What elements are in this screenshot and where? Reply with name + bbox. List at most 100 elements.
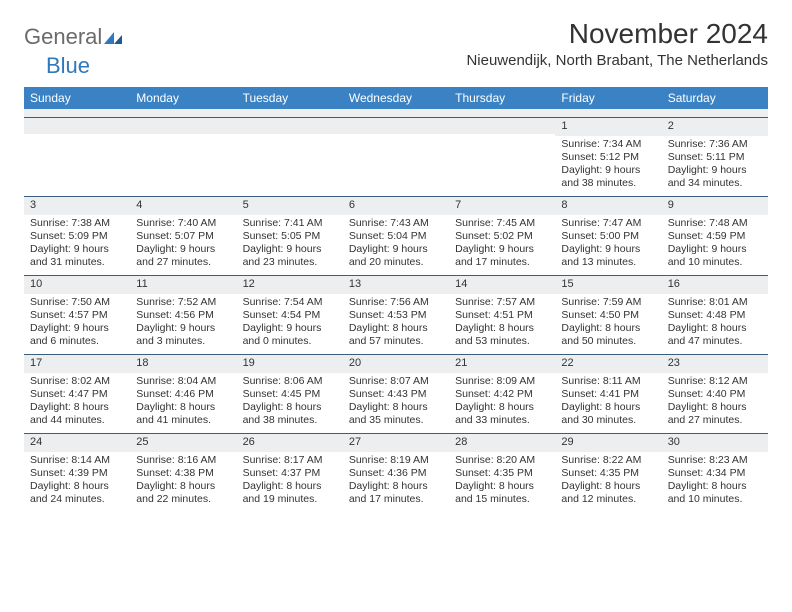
sunset-text: Sunset: 5:09 PM	[30, 230, 124, 243]
sunset-text: Sunset: 5:12 PM	[561, 151, 655, 164]
sunset-text: Sunset: 5:11 PM	[668, 151, 762, 164]
sunrise-text: Sunrise: 8:14 AM	[30, 454, 124, 467]
daylight-text: Daylight: 9 hours and 0 minutes.	[243, 322, 337, 348]
day-cell	[449, 118, 555, 196]
day-content: Sunrise: 8:09 AMSunset: 4:42 PMDaylight:…	[449, 373, 555, 432]
day-content: Sunrise: 8:14 AMSunset: 4:39 PMDaylight:…	[24, 452, 130, 511]
sunset-text: Sunset: 5:04 PM	[349, 230, 443, 243]
sunset-text: Sunset: 4:51 PM	[455, 309, 549, 322]
day-cell: 22Sunrise: 8:11 AMSunset: 4:41 PMDayligh…	[555, 355, 661, 433]
day-number: 2	[662, 118, 768, 136]
sunset-text: Sunset: 4:37 PM	[243, 467, 337, 480]
day-cell: 5Sunrise: 7:41 AMSunset: 5:05 PMDaylight…	[237, 197, 343, 275]
sunset-text: Sunset: 5:00 PM	[561, 230, 655, 243]
day-number: 1	[555, 118, 661, 136]
daylight-text: Daylight: 8 hours and 47 minutes.	[668, 322, 762, 348]
day-cell: 9Sunrise: 7:48 AMSunset: 4:59 PMDaylight…	[662, 197, 768, 275]
daylight-text: Daylight: 8 hours and 35 minutes.	[349, 401, 443, 427]
daylight-text: Daylight: 8 hours and 17 minutes.	[349, 480, 443, 506]
day-content: Sunrise: 7:43 AMSunset: 5:04 PMDaylight:…	[343, 215, 449, 274]
day-content: Sunrise: 7:48 AMSunset: 4:59 PMDaylight:…	[662, 215, 768, 274]
day-cell	[237, 118, 343, 196]
day-cell: 20Sunrise: 8:07 AMSunset: 4:43 PMDayligh…	[343, 355, 449, 433]
sunrise-text: Sunrise: 8:23 AM	[668, 454, 762, 467]
daylight-text: Daylight: 8 hours and 33 minutes.	[455, 401, 549, 427]
sunset-text: Sunset: 4:42 PM	[455, 388, 549, 401]
day-cell: 14Sunrise: 7:57 AMSunset: 4:51 PMDayligh…	[449, 276, 555, 354]
sunrise-text: Sunrise: 7:34 AM	[561, 138, 655, 151]
day-content: Sunrise: 7:50 AMSunset: 4:57 PMDaylight:…	[24, 294, 130, 353]
sunrise-text: Sunrise: 8:22 AM	[561, 454, 655, 467]
day-content: Sunrise: 8:11 AMSunset: 4:41 PMDaylight:…	[555, 373, 661, 432]
day-cell: 29Sunrise: 8:22 AMSunset: 4:35 PMDayligh…	[555, 434, 661, 512]
sunset-text: Sunset: 4:40 PM	[668, 388, 762, 401]
daylight-text: Daylight: 8 hours and 50 minutes.	[561, 322, 655, 348]
sunset-text: Sunset: 4:57 PM	[30, 309, 124, 322]
day-number: 20	[343, 355, 449, 373]
week-row: 3Sunrise: 7:38 AMSunset: 5:09 PMDaylight…	[24, 196, 768, 275]
sunrise-text: Sunrise: 7:57 AM	[455, 296, 549, 309]
sunset-text: Sunset: 4:35 PM	[561, 467, 655, 480]
sunset-text: Sunset: 4:54 PM	[243, 309, 337, 322]
sunset-text: Sunset: 4:48 PM	[668, 309, 762, 322]
day-number: 23	[662, 355, 768, 373]
sunrise-text: Sunrise: 7:56 AM	[349, 296, 443, 309]
day-cell	[130, 118, 236, 196]
day-content: Sunrise: 7:45 AMSunset: 5:02 PMDaylight:…	[449, 215, 555, 274]
day-number	[24, 118, 130, 134]
day-header: Friday	[555, 87, 661, 109]
sunrise-text: Sunrise: 7:54 AM	[243, 296, 337, 309]
daylight-text: Daylight: 8 hours and 41 minutes.	[136, 401, 230, 427]
day-content: Sunrise: 7:34 AMSunset: 5:12 PMDaylight:…	[555, 136, 661, 195]
day-content: Sunrise: 7:59 AMSunset: 4:50 PMDaylight:…	[555, 294, 661, 353]
daylight-text: Daylight: 8 hours and 24 minutes.	[30, 480, 124, 506]
blank-row	[24, 109, 768, 117]
sunset-text: Sunset: 5:07 PM	[136, 230, 230, 243]
day-content: Sunrise: 7:41 AMSunset: 5:05 PMDaylight:…	[237, 215, 343, 274]
sunrise-text: Sunrise: 7:59 AM	[561, 296, 655, 309]
day-number: 5	[237, 197, 343, 215]
daylight-text: Daylight: 9 hours and 27 minutes.	[136, 243, 230, 269]
daylight-text: Daylight: 9 hours and 31 minutes.	[30, 243, 124, 269]
day-header: Thursday	[449, 87, 555, 109]
logo-text-1: General	[24, 24, 102, 50]
day-number: 15	[555, 276, 661, 294]
sunrise-text: Sunrise: 8:09 AM	[455, 375, 549, 388]
day-cell: 16Sunrise: 8:01 AMSunset: 4:48 PMDayligh…	[662, 276, 768, 354]
sunrise-text: Sunrise: 7:45 AM	[455, 217, 549, 230]
day-cell: 25Sunrise: 8:16 AMSunset: 4:38 PMDayligh…	[130, 434, 236, 512]
day-number	[449, 118, 555, 134]
day-content: Sunrise: 7:38 AMSunset: 5:09 PMDaylight:…	[24, 215, 130, 274]
day-content: Sunrise: 7:56 AMSunset: 4:53 PMDaylight:…	[343, 294, 449, 353]
sunrise-text: Sunrise: 7:50 AM	[30, 296, 124, 309]
daylight-text: Daylight: 9 hours and 3 minutes.	[136, 322, 230, 348]
week-row: 10Sunrise: 7:50 AMSunset: 4:57 PMDayligh…	[24, 275, 768, 354]
sunrise-text: Sunrise: 7:40 AM	[136, 217, 230, 230]
sunrise-text: Sunrise: 8:17 AM	[243, 454, 337, 467]
day-content: Sunrise: 8:23 AMSunset: 4:34 PMDaylight:…	[662, 452, 768, 511]
day-content: Sunrise: 8:02 AMSunset: 4:47 PMDaylight:…	[24, 373, 130, 432]
sunrise-text: Sunrise: 7:43 AM	[349, 217, 443, 230]
daylight-text: Daylight: 9 hours and 20 minutes.	[349, 243, 443, 269]
calendar-page: General November 2024 Nieuwendijk, North…	[0, 0, 792, 530]
day-number: 12	[237, 276, 343, 294]
day-number	[237, 118, 343, 134]
week-row: 17Sunrise: 8:02 AMSunset: 4:47 PMDayligh…	[24, 354, 768, 433]
daylight-text: Daylight: 9 hours and 34 minutes.	[668, 164, 762, 190]
day-number	[130, 118, 236, 134]
day-cell: 26Sunrise: 8:17 AMSunset: 4:37 PMDayligh…	[237, 434, 343, 512]
daylight-text: Daylight: 8 hours and 12 minutes.	[561, 480, 655, 506]
day-number: 8	[555, 197, 661, 215]
day-cell: 17Sunrise: 8:02 AMSunset: 4:47 PMDayligh…	[24, 355, 130, 433]
day-content: Sunrise: 8:19 AMSunset: 4:36 PMDaylight:…	[343, 452, 449, 511]
weeks-container: 1Sunrise: 7:34 AMSunset: 5:12 PMDaylight…	[24, 117, 768, 512]
title-block: November 2024 Nieuwendijk, North Brabant…	[466, 18, 768, 69]
sunset-text: Sunset: 4:39 PM	[30, 467, 124, 480]
sunrise-text: Sunrise: 7:36 AM	[668, 138, 762, 151]
daylight-text: Daylight: 8 hours and 53 minutes.	[455, 322, 549, 348]
daylight-text: Daylight: 9 hours and 13 minutes.	[561, 243, 655, 269]
day-number: 22	[555, 355, 661, 373]
day-cell: 2 Sunrise: 7:36 AMSunset: 5:11 PMDaylight…	[662, 118, 768, 196]
day-cell: 8Sunrise: 7:47 AMSunset: 5:00 PMDaylight…	[555, 197, 661, 275]
sunrise-text: Sunrise: 7:38 AM	[30, 217, 124, 230]
